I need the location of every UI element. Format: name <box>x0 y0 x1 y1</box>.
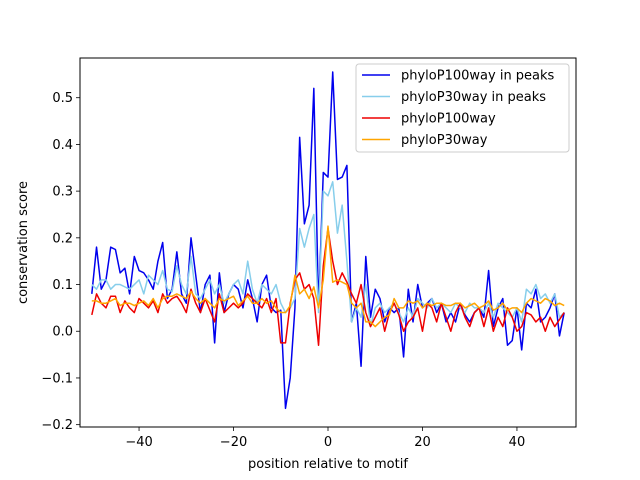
series-line-2 <box>91 181 565 328</box>
y-tick-label: 0.3 <box>52 185 73 200</box>
y-tick-label: −0.1 <box>41 371 73 386</box>
y-axis-label: conservation score <box>16 181 31 304</box>
x-axis-label: position relative to motif <box>248 457 408 472</box>
y-tick-label: 0.0 <box>52 325 73 340</box>
legend-box <box>355 63 570 153</box>
series-line-4 <box>91 225 565 328</box>
y-tick-label: 0.5 <box>52 91 73 106</box>
y-tick-label: 0.2 <box>52 231 73 246</box>
y-tick-label: 0.1 <box>52 278 73 293</box>
x-tick-label: 20 <box>414 435 431 450</box>
legend-label: phyloP30way in peaks <box>401 90 546 105</box>
y-axis: −0.2 −0.1 0.0 0.1 0.2 0.3 0.4 0.5 <box>41 91 80 433</box>
legend: phyloP100way in peaks phyloP30way in peak… <box>355 63 570 153</box>
x-axis: −40 −20 0 20 40 <box>125 427 525 450</box>
x-tick-label: 0 <box>324 435 332 450</box>
x-tick-label: −20 <box>220 435 247 450</box>
x-tick-label: 40 <box>509 435 526 450</box>
x-tick-label: −40 <box>125 435 152 450</box>
series-layer <box>91 71 565 410</box>
legend-label: phyloP30way <box>401 133 488 148</box>
y-tick-label: −0.2 <box>41 418 73 433</box>
series-line-1 <box>91 71 565 410</box>
legend-label: phyloP100way in peaks <box>401 69 555 84</box>
legend-label: phyloP100way <box>401 112 496 127</box>
y-tick-label: 0.4 <box>52 138 73 153</box>
